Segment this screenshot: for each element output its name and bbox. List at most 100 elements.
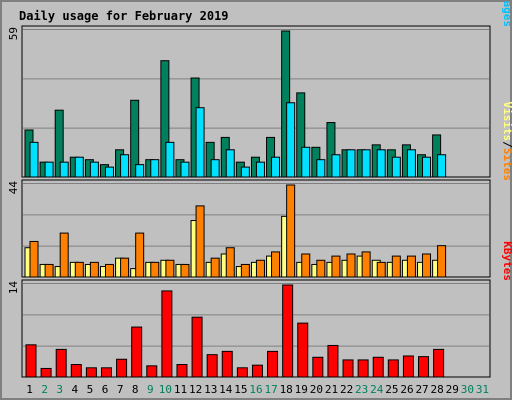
chart-title: Daily usage for February 2019	[19, 9, 229, 23]
files-bar	[150, 159, 160, 178]
kbytes-bar	[146, 365, 158, 378]
legend: Hits/Files/Pages	[501, 0, 512, 27]
files-bar	[104, 166, 114, 178]
x-tick-label: 14	[219, 383, 233, 396]
files-bar	[361, 149, 371, 178]
sites-bar	[406, 255, 416, 278]
sites-bar	[165, 259, 175, 278]
hits-bar	[54, 109, 64, 178]
hits-panel: 59 Hits/Files/Pages	[7, 0, 512, 178]
files-bar	[316, 159, 326, 178]
files-bar	[180, 161, 190, 178]
kbytes-bar	[433, 348, 445, 378]
files-bar	[376, 149, 386, 178]
hits-bar	[326, 122, 336, 178]
files-bar	[346, 149, 356, 178]
hits-bar	[130, 99, 140, 178]
x-tick-label: 6	[102, 383, 109, 396]
kbytes-bar	[297, 322, 309, 378]
files-bar	[135, 164, 145, 178]
files-bar	[406, 149, 416, 178]
sites-bar	[29, 240, 39, 278]
legend-entry: Pages	[501, 0, 512, 27]
x-tick-label: 13	[204, 383, 217, 396]
kbytes-bar	[191, 316, 203, 378]
sites-bar	[59, 232, 69, 278]
legend: Visits/Sites	[501, 102, 512, 182]
files-bar	[59, 161, 69, 178]
kbytes-bar	[55, 348, 67, 378]
x-tick-label: 27	[415, 383, 428, 396]
files-bar	[44, 161, 54, 178]
kbytes-bar	[70, 364, 82, 378]
kbytes-bar	[251, 364, 263, 378]
legend-entry: KBytes	[501, 241, 512, 281]
x-tick-label: 1	[26, 383, 33, 396]
kbytes-bar	[85, 367, 97, 378]
y-max-label: 59	[7, 27, 20, 40]
sites-bar	[195, 205, 205, 278]
sites-bar	[210, 257, 220, 278]
kbytes-bar	[40, 367, 52, 378]
x-tick-label: 24	[370, 383, 384, 396]
files-bar	[301, 146, 311, 178]
sites-bar	[150, 261, 160, 278]
x-tick-label: 16	[249, 383, 262, 396]
kbytes-bar	[161, 290, 173, 378]
files-bar	[240, 166, 250, 178]
kbytes-bar	[418, 356, 430, 378]
files-bar	[331, 154, 341, 178]
sites-bar	[301, 253, 311, 278]
kbytes-bar	[327, 344, 339, 378]
x-tick-label: 12	[189, 383, 202, 396]
sites-bar	[422, 253, 432, 278]
x-tick-label: 26	[400, 383, 413, 396]
legend-entry: /	[501, 141, 512, 148]
sites-bar	[271, 251, 281, 278]
x-tick-label: 5	[87, 383, 94, 396]
files-bar	[255, 161, 265, 178]
y-max-label: 44	[7, 181, 20, 195]
kbytes-bar	[372, 356, 384, 378]
sites-bar	[286, 184, 296, 278]
sites-bar	[331, 255, 341, 278]
sites-bar	[104, 263, 114, 278]
files-bar	[422, 156, 432, 178]
files-bar	[74, 156, 84, 178]
x-tick-label: 15	[234, 383, 247, 396]
kbytes-bar	[357, 359, 369, 378]
files-bar	[120, 154, 130, 178]
x-tick-label: 17	[264, 383, 277, 396]
sites-bar	[74, 261, 84, 278]
x-tick-label: 19	[295, 383, 308, 396]
kbytes-bar	[402, 355, 414, 378]
x-tick-label: 25	[385, 383, 398, 396]
kbytes-bar	[282, 284, 294, 378]
kbytes-bar	[267, 350, 279, 378]
sites-bar	[89, 261, 99, 278]
kbytes-bar	[131, 326, 143, 378]
x-tick-label: 23	[355, 383, 368, 396]
sites-bar	[135, 232, 145, 278]
hits-bar	[160, 60, 170, 178]
sites-bar	[180, 263, 190, 278]
sites-bar	[255, 259, 265, 278]
x-tick-label: 8	[132, 383, 139, 396]
x-tick-label: 31	[476, 383, 489, 396]
files-bar	[89, 161, 99, 178]
kbytes-bar	[342, 359, 354, 378]
x-tick-label: 28	[431, 383, 444, 396]
x-tick-label: 2	[41, 383, 48, 396]
legend-entry: Sites	[501, 148, 512, 181]
kbytes-bar	[206, 354, 218, 378]
files-bar	[271, 156, 281, 178]
kbytes-bar	[116, 358, 128, 378]
files-bar	[437, 154, 447, 178]
kbytes-bar	[312, 356, 324, 378]
sites-bar	[376, 261, 386, 278]
kbytes-bar	[236, 367, 248, 378]
kbytes-bar	[176, 364, 188, 378]
files-bar	[29, 141, 39, 178]
files-bar	[225, 149, 235, 178]
files-bar	[195, 107, 205, 178]
